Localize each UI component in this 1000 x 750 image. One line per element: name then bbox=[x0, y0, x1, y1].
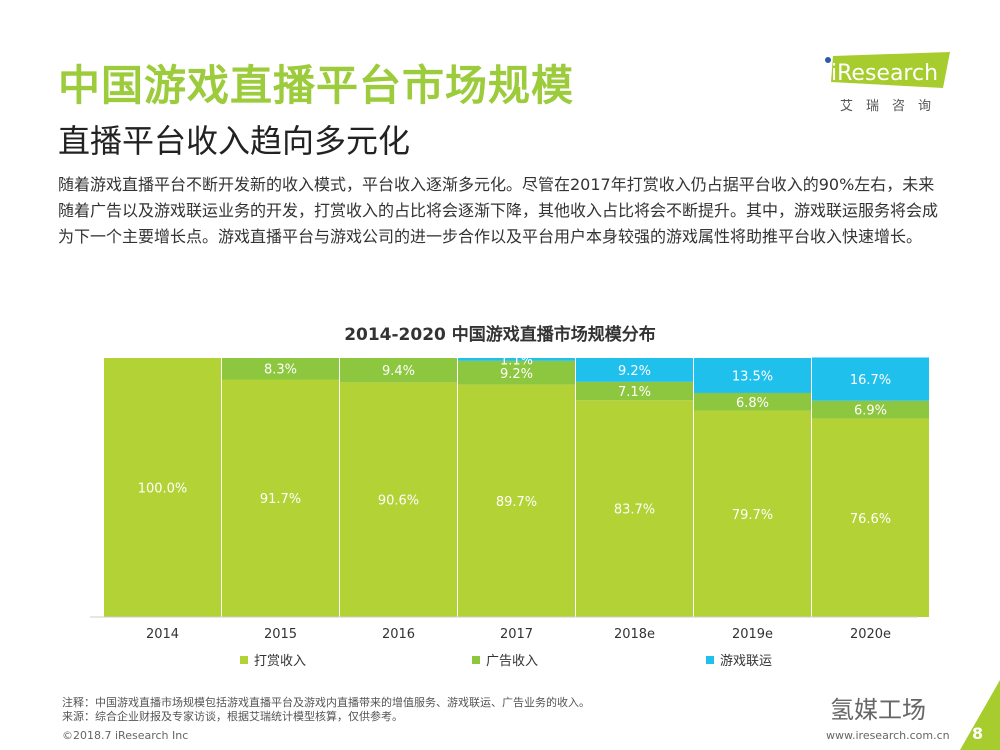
logo-cn: 艾瑞咨询 bbox=[840, 99, 945, 114]
data-label: 6.8% bbox=[736, 396, 769, 411]
bar-segment bbox=[458, 384, 575, 617]
legend-item: 广告收入 bbox=[472, 650, 538, 669]
bar-segment bbox=[812, 418, 929, 617]
source-note: 来源：综合企业财报及专家访谈，根据艾瑞统计模型核算，仅供参考。 bbox=[62, 710, 403, 723]
legend-swatch bbox=[472, 655, 480, 664]
bar-segment bbox=[694, 358, 811, 393]
bar-segment bbox=[576, 400, 693, 617]
legend-swatch bbox=[706, 655, 714, 664]
website-url: www.iresearch.com.cn bbox=[826, 729, 950, 742]
data-label: 100.0% bbox=[138, 482, 188, 497]
bar-segment bbox=[340, 382, 457, 617]
bar-segment bbox=[458, 358, 575, 361]
legend-item: 游戏联运 bbox=[706, 650, 772, 669]
bar-segment bbox=[812, 357, 929, 401]
legend-label: 广告收入 bbox=[486, 654, 539, 669]
x-tick-label: 2018e bbox=[614, 627, 655, 642]
data-label: 9.2% bbox=[500, 367, 533, 382]
watermark: 氢媒工场 bbox=[830, 696, 926, 724]
legend-item: 打赏收入 bbox=[240, 650, 306, 669]
x-tick-label: 2017 bbox=[500, 627, 533, 642]
intro-paragraph: 随着游戏直播平台不断开发新的收入模式，平台收入逐渐多元化。尽管在2017年打赏收… bbox=[58, 175, 939, 246]
data-label: 9.2% bbox=[618, 364, 651, 379]
x-tick-label: 2016 bbox=[382, 627, 415, 642]
data-label: 76.6% bbox=[850, 512, 891, 527]
bar-segment bbox=[812, 400, 929, 419]
x-tick-label: 2020e bbox=[850, 627, 891, 642]
x-tick-label: 2015 bbox=[264, 627, 297, 642]
legend-swatch bbox=[240, 655, 248, 664]
bar-segment bbox=[694, 392, 811, 411]
data-label: 1.1% bbox=[500, 353, 533, 368]
bar-segment bbox=[458, 360, 575, 385]
bar-segment bbox=[340, 358, 457, 383]
bar-segment bbox=[694, 410, 811, 617]
page-corner-shape bbox=[960, 680, 1000, 750]
x-tick-label: 2019e bbox=[732, 627, 773, 642]
data-label: 9.4% bbox=[382, 364, 415, 379]
page-title: 中国游戏直播平台市场规模 bbox=[58, 61, 575, 110]
bar-segment bbox=[222, 379, 339, 617]
bar-segment bbox=[222, 358, 339, 380]
data-label: 79.7% bbox=[732, 508, 773, 523]
data-label: 13.5% bbox=[732, 369, 773, 384]
data-label: 8.3% bbox=[264, 363, 297, 378]
footnote: 注释：中国游戏直播市场规模包括游戏直播平台及游戏内直播带来的增值服务、游戏联运、… bbox=[62, 696, 590, 709]
copyright: ©2018.7 iResearch Inc bbox=[62, 729, 189, 742]
data-label: 91.7% bbox=[260, 492, 301, 507]
legend-label: 游戏联运 bbox=[720, 654, 773, 669]
data-label: 7.1% bbox=[618, 385, 651, 400]
data-label: 90.6% bbox=[378, 494, 419, 509]
page-number: 8 bbox=[972, 724, 984, 743]
data-label: 6.9% bbox=[854, 404, 887, 419]
chart-title: 2014-2020 中国游戏直播市场规模分布 bbox=[344, 325, 656, 345]
legend-label: 打赏收入 bbox=[254, 654, 307, 669]
bar-segment bbox=[576, 358, 693, 382]
data-label: 89.7% bbox=[496, 495, 537, 510]
x-tick-label: 2014 bbox=[146, 627, 179, 642]
logo-text: iResearch bbox=[831, 61, 938, 86]
iresearch-logo: iResearch bbox=[825, 52, 950, 88]
page-subtitle: 直播平台收入趋向多元化 bbox=[58, 122, 411, 160]
data-label: 83.7% bbox=[614, 503, 655, 518]
bar-segment bbox=[576, 381, 693, 401]
data-label: 16.7% bbox=[850, 373, 891, 388]
bar-segment bbox=[104, 358, 221, 617]
